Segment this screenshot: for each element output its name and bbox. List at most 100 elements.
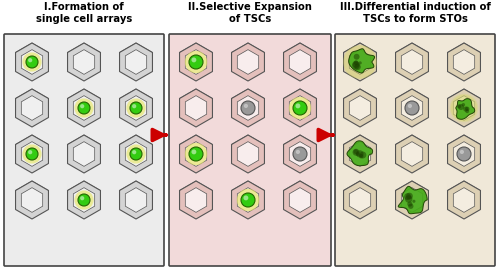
Polygon shape bbox=[68, 89, 84, 105]
Polygon shape bbox=[396, 89, 412, 105]
Polygon shape bbox=[448, 181, 480, 219]
Polygon shape bbox=[290, 96, 310, 120]
Polygon shape bbox=[300, 89, 316, 105]
Polygon shape bbox=[126, 96, 146, 120]
Polygon shape bbox=[180, 89, 212, 127]
Polygon shape bbox=[136, 43, 152, 59]
Circle shape bbox=[293, 147, 307, 161]
Polygon shape bbox=[284, 135, 316, 173]
Polygon shape bbox=[196, 181, 212, 197]
Polygon shape bbox=[464, 43, 480, 59]
Circle shape bbox=[405, 101, 419, 115]
Polygon shape bbox=[238, 188, 258, 212]
Polygon shape bbox=[16, 181, 32, 197]
Circle shape bbox=[185, 143, 207, 165]
Polygon shape bbox=[350, 96, 370, 120]
Circle shape bbox=[457, 147, 471, 161]
Polygon shape bbox=[396, 43, 428, 81]
Polygon shape bbox=[448, 181, 464, 197]
Circle shape bbox=[408, 204, 414, 209]
Circle shape bbox=[78, 102, 90, 114]
Polygon shape bbox=[16, 43, 32, 59]
Text: III.Differential induction of
TSCs to form STOs: III.Differential induction of TSCs to fo… bbox=[340, 2, 490, 23]
Polygon shape bbox=[84, 89, 100, 105]
Polygon shape bbox=[360, 135, 376, 151]
Polygon shape bbox=[84, 135, 100, 151]
Polygon shape bbox=[180, 135, 212, 173]
Polygon shape bbox=[248, 43, 264, 59]
Polygon shape bbox=[396, 89, 428, 127]
Circle shape bbox=[80, 196, 84, 200]
FancyBboxPatch shape bbox=[4, 34, 164, 266]
Circle shape bbox=[358, 61, 362, 65]
Circle shape bbox=[192, 150, 196, 154]
Polygon shape bbox=[136, 89, 152, 105]
Polygon shape bbox=[180, 135, 196, 151]
Circle shape bbox=[451, 95, 477, 121]
Polygon shape bbox=[300, 181, 316, 197]
Polygon shape bbox=[248, 135, 264, 151]
Polygon shape bbox=[300, 43, 316, 59]
Polygon shape bbox=[360, 43, 376, 59]
Polygon shape bbox=[344, 135, 360, 151]
Polygon shape bbox=[238, 142, 258, 166]
Polygon shape bbox=[248, 181, 264, 197]
Polygon shape bbox=[284, 89, 316, 127]
Polygon shape bbox=[16, 43, 48, 81]
Polygon shape bbox=[412, 89, 428, 105]
Circle shape bbox=[22, 144, 42, 164]
Polygon shape bbox=[120, 135, 136, 151]
Circle shape bbox=[463, 107, 468, 112]
Polygon shape bbox=[290, 142, 310, 166]
Polygon shape bbox=[126, 142, 146, 166]
Polygon shape bbox=[344, 135, 376, 173]
Polygon shape bbox=[402, 50, 422, 74]
Circle shape bbox=[189, 147, 203, 161]
Polygon shape bbox=[232, 89, 264, 127]
Polygon shape bbox=[360, 181, 376, 197]
Polygon shape bbox=[284, 181, 316, 219]
Circle shape bbox=[26, 148, 38, 160]
Polygon shape bbox=[84, 181, 100, 197]
Polygon shape bbox=[196, 43, 212, 59]
Polygon shape bbox=[396, 135, 412, 151]
Circle shape bbox=[462, 103, 465, 107]
Polygon shape bbox=[32, 181, 48, 197]
Polygon shape bbox=[232, 135, 248, 151]
Circle shape bbox=[126, 98, 146, 118]
Polygon shape bbox=[448, 43, 464, 59]
Polygon shape bbox=[360, 89, 376, 105]
Circle shape bbox=[354, 64, 361, 70]
Polygon shape bbox=[68, 181, 100, 219]
Polygon shape bbox=[238, 50, 258, 74]
Circle shape bbox=[352, 62, 360, 69]
Circle shape bbox=[359, 154, 364, 158]
Polygon shape bbox=[448, 43, 480, 81]
Circle shape bbox=[404, 193, 411, 200]
Circle shape bbox=[360, 151, 366, 158]
Circle shape bbox=[237, 189, 259, 211]
Circle shape bbox=[408, 201, 412, 207]
Circle shape bbox=[405, 195, 412, 203]
Circle shape bbox=[354, 149, 358, 154]
Polygon shape bbox=[396, 181, 412, 197]
Polygon shape bbox=[68, 181, 84, 197]
Polygon shape bbox=[402, 96, 422, 120]
Polygon shape bbox=[180, 43, 196, 59]
Polygon shape bbox=[16, 89, 32, 105]
Circle shape bbox=[293, 101, 307, 115]
Polygon shape bbox=[186, 188, 206, 212]
Circle shape bbox=[406, 193, 413, 200]
Polygon shape bbox=[454, 96, 474, 120]
Polygon shape bbox=[456, 99, 474, 119]
Polygon shape bbox=[284, 43, 300, 59]
Polygon shape bbox=[448, 89, 480, 127]
Polygon shape bbox=[120, 89, 152, 127]
Circle shape bbox=[354, 54, 360, 60]
Circle shape bbox=[458, 104, 464, 110]
Circle shape bbox=[343, 45, 377, 79]
Circle shape bbox=[352, 61, 360, 68]
Circle shape bbox=[189, 55, 203, 69]
Circle shape bbox=[80, 104, 84, 108]
Polygon shape bbox=[402, 142, 422, 166]
